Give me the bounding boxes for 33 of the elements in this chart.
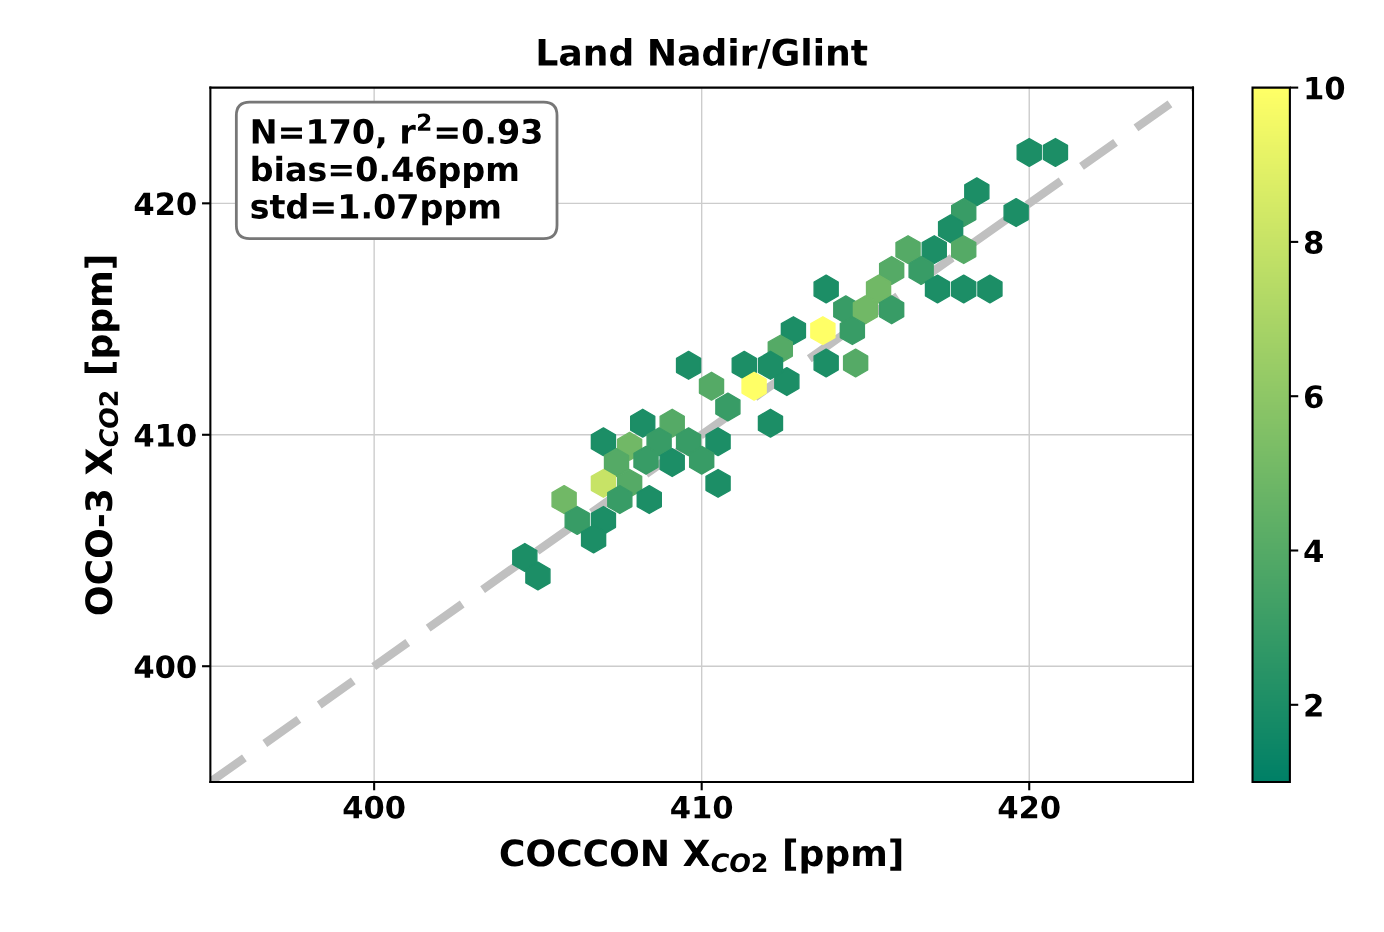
point: [757, 350, 784, 380]
point: [810, 316, 836, 346]
point: [698, 371, 725, 401]
y-axis-title: OCO-3 X$_{CO2}$ [ppm]: [84, 256, 120, 615]
color-bar-label: 10: [1306, 76, 1345, 100]
point: [865, 274, 892, 304]
point: [951, 274, 977, 304]
x-axis-title: COCCON X$_{CO2}$ [ppm]: [500, 838, 902, 874]
chart-title: Land Nadir/Glint: [538, 37, 868, 69]
point: [1016, 137, 1042, 167]
x-tick-label: 410: [671, 795, 733, 819]
point: [607, 484, 633, 515]
color-bar-label: 4: [1304, 539, 1323, 563]
point: [590, 427, 617, 457]
point: [636, 484, 663, 515]
color-bar-label: 6: [1304, 385, 1323, 409]
x-tick-label: 420: [998, 795, 1060, 819]
point: [921, 235, 947, 265]
y-tick-label: 400: [134, 655, 196, 679]
point: [603, 447, 630, 478]
point: [705, 427, 731, 457]
point: [908, 255, 934, 286]
point: [924, 274, 951, 304]
point: [757, 408, 784, 438]
point: [1003, 198, 1029, 228]
color-bar-label: 8: [1304, 230, 1323, 254]
point: [551, 484, 577, 515]
y-tick-label: 420: [134, 192, 196, 216]
x-tick-label: 400: [343, 795, 405, 819]
point: [580, 524, 607, 554]
annotation: N=170, r$^{2}$=0.93 bias=0.46ppm std=1.07ppm: [251, 113, 541, 226]
y-tick-label: 410: [134, 423, 196, 447]
color-bar-label: 2: [1305, 693, 1322, 717]
